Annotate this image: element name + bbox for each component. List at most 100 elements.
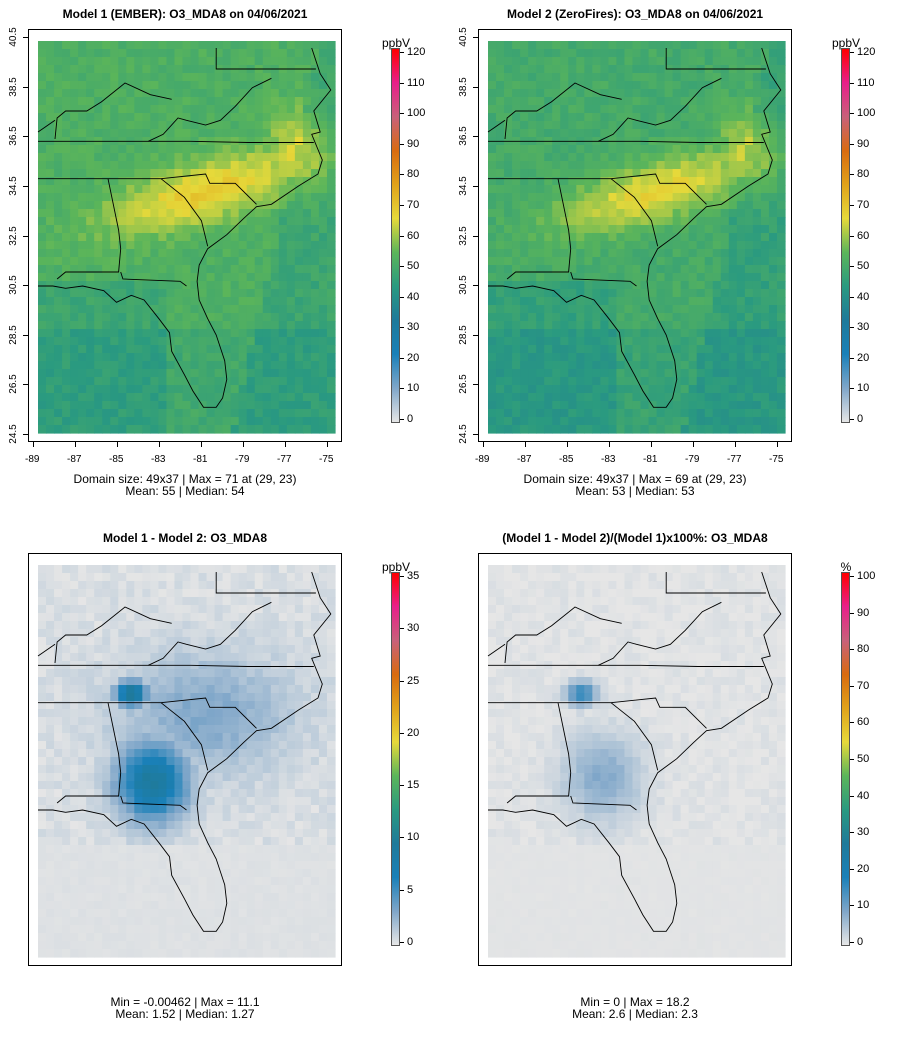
grid-cell (318, 733, 328, 742)
grid-cell (600, 129, 610, 138)
grid-cell (536, 417, 545, 426)
grid-cell (126, 789, 135, 798)
grid-cell (182, 361, 192, 370)
grid-cell (600, 265, 610, 274)
grid-cell (150, 353, 160, 362)
grid-cell (94, 73, 103, 82)
grid-cell (150, 409, 160, 418)
grid-cell (712, 209, 722, 218)
grid-cell (696, 289, 706, 298)
grid-cell (110, 297, 119, 306)
grid-cell (54, 329, 63, 338)
grid-cell (70, 425, 79, 434)
grid-cell (608, 65, 618, 74)
grid-cell (198, 249, 208, 258)
grid-cell (198, 153, 208, 162)
map-frame (28, 29, 342, 442)
grid-cell (38, 581, 47, 590)
grid-cell (712, 49, 722, 58)
grid-cell (648, 81, 658, 90)
grid-cell (118, 565, 127, 574)
y-tick-label: 32.5 (8, 225, 19, 246)
grid-cell (150, 597, 160, 606)
grid-cell (62, 813, 71, 822)
grid-cell (294, 377, 304, 386)
grid-cell (302, 385, 312, 394)
grid-cell (38, 201, 47, 210)
grid-cell (62, 733, 71, 742)
grid-cell (262, 217, 272, 226)
grid-cell (544, 209, 553, 218)
grid-cell (736, 337, 746, 346)
grid-cell (174, 605, 184, 614)
grid-cell (584, 193, 593, 202)
grid-cell (254, 597, 264, 606)
grid-cell (190, 781, 200, 790)
grid-cell (760, 417, 770, 426)
grid-cell (286, 89, 296, 98)
grid-cell (206, 265, 216, 274)
grid-cell (86, 73, 95, 82)
grid-cell (238, 677, 248, 686)
grid-cell (190, 105, 200, 114)
grid-cell (102, 645, 111, 654)
grid-cell (198, 369, 208, 378)
grid-cell (528, 169, 537, 178)
grid-cell (166, 409, 176, 418)
grid-cell (294, 677, 304, 686)
grid-cell (704, 401, 714, 410)
grid-cell (262, 273, 272, 282)
grid-cell (624, 305, 634, 314)
grid-cell (54, 265, 63, 274)
grid-cell (238, 573, 248, 582)
grid-cell (246, 393, 256, 402)
grid-cell (294, 249, 304, 258)
grid-cell (672, 329, 682, 338)
grid-cell (318, 265, 328, 274)
grid-cell (728, 89, 738, 98)
grid-cell (496, 409, 505, 418)
grid-cell (230, 153, 240, 162)
grid-cell (584, 129, 593, 138)
grid-cell (174, 637, 184, 646)
grid-cell (254, 137, 264, 146)
grid-cell (712, 297, 722, 306)
grid-cell (102, 225, 111, 234)
grid-cell (158, 749, 168, 758)
grid-cell (616, 289, 626, 298)
grid-cell (688, 345, 698, 354)
grid-cell (664, 129, 674, 138)
grid-cell (118, 337, 127, 346)
grid-cell (286, 73, 296, 82)
grid-cell (640, 161, 650, 170)
grid-cell (600, 89, 610, 98)
grid-cell (768, 353, 778, 362)
grid-cell (174, 257, 184, 266)
grid-cell (672, 417, 682, 426)
grid-cell (54, 581, 63, 590)
grid-cell (744, 57, 754, 66)
grid-cell (102, 89, 111, 98)
grid-cell (126, 233, 135, 242)
grid-cell (230, 41, 240, 50)
grid-cell (286, 409, 296, 418)
grid-cell (302, 581, 312, 590)
grid-cell (190, 217, 200, 226)
grid-cell (110, 741, 119, 750)
grid-cell (616, 177, 626, 186)
grid-cell (560, 281, 569, 290)
grid-cell (704, 361, 714, 370)
grid-cell (166, 321, 176, 330)
grid-cell (270, 669, 280, 678)
grid-cell (134, 161, 143, 170)
grid-cell (190, 321, 200, 330)
grid-cell (198, 313, 208, 322)
grid-cell (768, 89, 778, 98)
grid-cell (776, 57, 786, 66)
grid-cell (520, 73, 529, 82)
grid-cell (62, 169, 71, 178)
grid-cell (520, 345, 529, 354)
grid-cell (648, 177, 658, 186)
grid-cell (752, 313, 762, 322)
grid-cell (78, 49, 87, 58)
